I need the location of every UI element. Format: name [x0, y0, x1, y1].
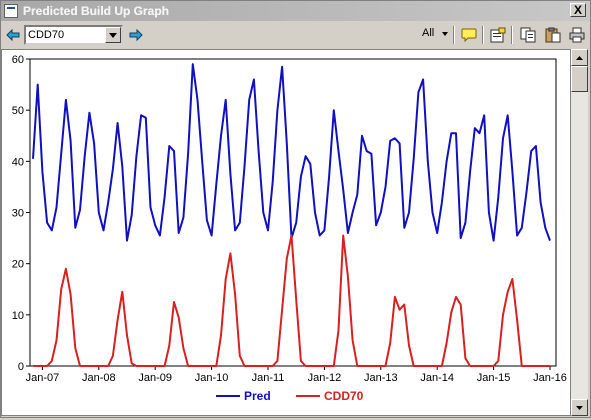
x-tick-label: Jan-14	[420, 372, 454, 384]
arrow-left-icon[interactable]	[5, 27, 21, 43]
x-tick-label: Jan-07	[26, 372, 60, 384]
toolbar-separator	[453, 26, 455, 44]
comment-icon[interactable]	[460, 26, 478, 44]
series-line-cdd70	[33, 234, 550, 367]
graph-window-icon	[4, 4, 18, 18]
y-tick-label: 20	[12, 259, 24, 271]
print-icon[interactable]	[568, 26, 586, 44]
legend-label-cdd70: CDD70	[324, 389, 364, 403]
scrollbar-thumb[interactable]	[571, 66, 588, 92]
window-title: Predicted Build Up Graph	[23, 4, 170, 18]
x-tick-label: Jan-10	[195, 372, 229, 384]
y-tick-label: 10	[12, 310, 24, 322]
x-tick-label: Jan-12	[308, 372, 342, 384]
y-tick-label: 40	[12, 156, 24, 168]
y-tick-label: 60	[12, 54, 24, 66]
legend-label-pred: Pred	[244, 389, 271, 403]
filter-dropdown-caret-icon[interactable]	[442, 32, 448, 36]
close-button[interactable]: X	[570, 3, 586, 17]
x-tick-label: Jan-09	[138, 372, 172, 384]
x-tick-label: Jan-16	[533, 372, 567, 384]
title-bar: Predicted Build Up Graph X	[1, 1, 590, 21]
toolbar: CDD70 All	[1, 22, 590, 48]
series-select[interactable]: CDD70	[24, 25, 123, 45]
scroll-down-icon[interactable]	[571, 399, 588, 416]
x-tick-label: Jan-08	[82, 372, 116, 384]
series-select-value: CDD70	[28, 29, 65, 41]
x-tick-label: Jan-15	[477, 372, 511, 384]
x-tick-label: Jan-13	[364, 372, 398, 384]
series-line-pred	[32, 63, 551, 242]
toolbar-separator	[482, 26, 484, 44]
y-tick-label: 50	[12, 105, 24, 117]
filter-dropdown-label[interactable]: All	[422, 27, 435, 39]
scroll-up-icon[interactable]	[571, 49, 588, 66]
x-tick-label: Jan-11	[252, 372, 285, 384]
build-up-chart: 0 10 20 30 40 50 60 Jan-07 Jan-08 Jan-09 Jan-10 Jan…	[12, 54, 567, 403]
y-tick-label: 30	[12, 208, 24, 220]
properties-icon[interactable]	[489, 26, 507, 44]
y-tick-label: 0	[18, 361, 24, 373]
toolbar-separator	[511, 26, 513, 44]
vertical-scrollbar[interactable]	[571, 49, 588, 416]
plot-border	[29, 58, 557, 367]
chart-area: 0 10 20 30 40 50 60 Jan-07 Jan-08 Jan-09 Jan-10 Jan…	[1, 49, 571, 416]
paste-icon[interactable]	[544, 26, 562, 44]
arrow-right-icon[interactable]	[128, 27, 144, 43]
chevron-down-icon[interactable]	[105, 27, 121, 43]
copy-icon[interactable]	[519, 26, 537, 44]
